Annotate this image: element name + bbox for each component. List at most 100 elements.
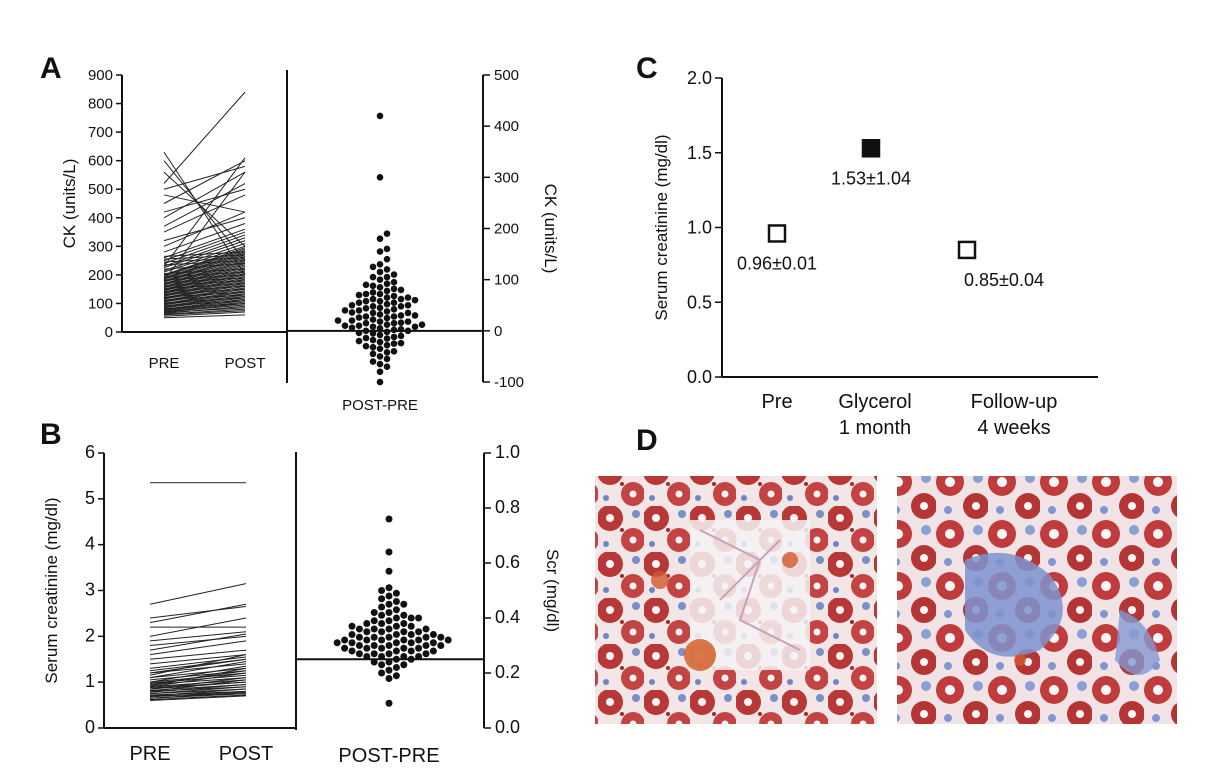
y-tick-label: 1.0 (495, 442, 520, 462)
y-axis-title: CK (units/L) (60, 159, 79, 249)
data-point (397, 339, 405, 347)
paired-line (163, 274, 246, 281)
data-point (355, 299, 363, 306)
paired-line (163, 260, 246, 266)
paired-line (149, 667, 247, 679)
y-tick-label: 2.0 (687, 68, 712, 88)
data-point (369, 323, 377, 331)
paired-line (163, 294, 246, 301)
x-category-label: 1 month (839, 417, 911, 439)
y-tick-label: 0.5 (687, 292, 712, 312)
data-point (397, 319, 405, 326)
data-point (376, 284, 384, 291)
data-point (422, 633, 430, 641)
micrograph-left (595, 476, 877, 724)
y-tick-label: 0.0 (687, 367, 712, 387)
data-point (355, 329, 363, 337)
y-tick-label: 2 (85, 625, 95, 645)
data-point (383, 280, 391, 288)
paired-line (149, 658, 247, 672)
data-point (400, 653, 408, 660)
y-tick-label: 500 (88, 181, 113, 198)
data-point (390, 271, 398, 278)
paired-line (149, 635, 247, 646)
data-point (363, 653, 371, 660)
data-point (348, 647, 356, 655)
paired-line (163, 314, 246, 319)
paired-line (163, 297, 246, 304)
paired-line (163, 310, 246, 316)
data-point (390, 299, 398, 306)
data-point (411, 312, 419, 319)
data-point (400, 636, 408, 644)
y-tick-label: 500 (494, 67, 519, 84)
data-point (376, 338, 384, 346)
data-point (429, 639, 437, 647)
data-point (363, 628, 371, 636)
data-point (385, 548, 393, 556)
data-point (383, 341, 391, 349)
data-point (376, 261, 384, 268)
y-tick-label: 0.4 (495, 607, 520, 627)
data-point (348, 324, 356, 332)
paired-line (163, 160, 246, 204)
paired-line (149, 679, 247, 692)
y-tick-label: 3 (85, 580, 95, 600)
x-category-label: POST-PRE (338, 745, 439, 767)
data-point (392, 672, 400, 680)
paired-line (163, 251, 246, 257)
data-point (376, 324, 384, 332)
data-point (383, 363, 391, 370)
data-point (362, 334, 370, 342)
data-point (376, 112, 384, 120)
data-point (400, 620, 408, 627)
y-tick-label: 6 (85, 442, 95, 462)
paired-line (163, 285, 246, 292)
data-point (390, 319, 398, 327)
paired-line (163, 261, 246, 285)
data-point (400, 628, 408, 636)
panel-a-paired-plot: 0 100 200 300 400 500 600 700 800 900 PRE POST CK (u… (60, 67, 287, 372)
data-point (383, 335, 391, 342)
data-point (369, 273, 377, 281)
data-point (411, 323, 419, 331)
data-point (429, 631, 437, 638)
data-point (369, 295, 377, 303)
data-point (385, 625, 393, 633)
data-point (392, 598, 400, 605)
data-point (404, 309, 412, 317)
y-axis-title: Serum creatinine (mg/dl) (652, 134, 671, 320)
data-point (355, 642, 363, 649)
data-point (383, 355, 391, 363)
data-point (369, 316, 377, 323)
data-point (390, 285, 398, 293)
paired-line (149, 656, 247, 669)
paired-line (163, 291, 246, 298)
data-point (411, 296, 419, 304)
data-point (383, 287, 391, 295)
data-point (392, 639, 400, 647)
y-tick-label: 4 (85, 534, 95, 554)
y-tick-label: 800 (88, 96, 113, 113)
paired-line (149, 665, 247, 683)
data-point (418, 321, 426, 328)
data-point (415, 653, 423, 660)
y-tick-label: 300 (494, 169, 519, 186)
data-point (415, 636, 423, 644)
data-point (355, 314, 363, 321)
x-category-label: PRE (149, 355, 180, 372)
data-point (355, 307, 363, 314)
data-point (392, 655, 400, 663)
x-category-label: 4 weeks (977, 417, 1050, 439)
panel-b-paired-plot: 0 1 2 3 4 5 6 PRE POST Serum creatinine (mg/dl) (42, 442, 296, 765)
data-point (385, 515, 393, 523)
data-point (392, 631, 400, 638)
data-point (390, 313, 398, 320)
paired-line (163, 188, 246, 213)
data-point (370, 625, 378, 633)
paired-line (149, 606, 247, 619)
data-point (355, 625, 363, 633)
paired-line (163, 91, 246, 184)
data-point (385, 658, 393, 666)
